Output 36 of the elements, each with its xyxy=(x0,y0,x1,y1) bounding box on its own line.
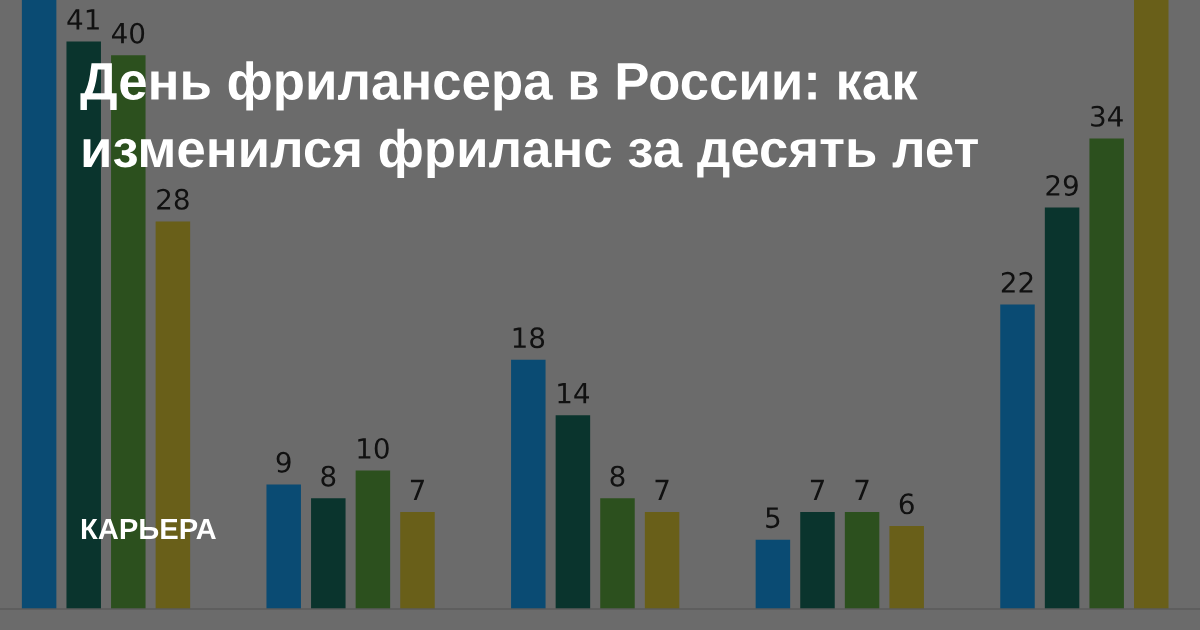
data-label: 6 xyxy=(899,493,914,515)
bar xyxy=(400,512,435,609)
data-label: 7 xyxy=(810,479,824,501)
data-label: 29 xyxy=(1046,174,1078,196)
data-label: 14 xyxy=(558,382,590,404)
bar xyxy=(755,539,791,609)
data-label: 10 xyxy=(358,437,389,459)
data-label: 8 xyxy=(321,465,336,487)
bar xyxy=(1044,207,1080,609)
bar xyxy=(355,470,391,609)
data-label: 5 xyxy=(766,507,780,529)
data-label: 41 xyxy=(67,9,99,30)
bar xyxy=(1000,304,1035,609)
annotation: КАРЬЕРА xyxy=(81,518,216,539)
bar xyxy=(800,512,835,609)
data-label: 18 xyxy=(513,327,545,349)
data-label: 22 xyxy=(1001,271,1033,293)
data-label: 7 xyxy=(410,479,424,501)
bar xyxy=(21,0,57,609)
bar xyxy=(266,484,301,609)
data-label: 40 xyxy=(111,22,145,44)
data-label: 8 xyxy=(610,465,625,487)
bar xyxy=(889,525,924,609)
bar xyxy=(600,498,635,609)
data-label: 9 xyxy=(276,451,291,473)
data-label: 28 xyxy=(157,188,189,210)
data-label: 7 xyxy=(655,479,669,501)
data-label: 7 xyxy=(855,479,869,501)
bar xyxy=(511,359,546,609)
bar xyxy=(1134,0,1169,609)
bar xyxy=(555,415,591,609)
bar xyxy=(844,512,880,609)
data-label: 34 xyxy=(1091,105,1123,127)
bar xyxy=(1089,138,1124,609)
bar xyxy=(644,512,680,609)
bar xyxy=(311,498,346,609)
